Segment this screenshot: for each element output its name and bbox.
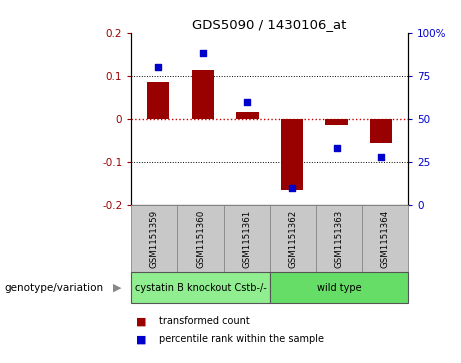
Text: cystatin B knockout Cstb-/-: cystatin B knockout Cstb-/-: [135, 283, 266, 293]
Point: [244, 99, 251, 105]
Point: [378, 154, 385, 160]
Text: ■: ■: [136, 316, 147, 326]
Point: [288, 185, 296, 191]
Text: ■: ■: [136, 334, 147, 344]
Bar: [192, 70, 214, 119]
Bar: [147, 82, 169, 119]
Bar: [370, 119, 392, 143]
Text: genotype/variation: genotype/variation: [5, 283, 104, 293]
Bar: [236, 113, 259, 119]
Text: GSM1151364: GSM1151364: [380, 209, 390, 268]
Point: [199, 50, 207, 56]
Text: percentile rank within the sample: percentile rank within the sample: [159, 334, 324, 344]
Title: GDS5090 / 1430106_at: GDS5090 / 1430106_at: [193, 19, 347, 32]
Text: GSM1151362: GSM1151362: [288, 209, 297, 268]
Bar: [281, 119, 303, 190]
Point: [154, 64, 162, 70]
Text: ▶: ▶: [113, 283, 121, 293]
Text: GSM1151361: GSM1151361: [242, 209, 251, 268]
Point: [333, 145, 340, 151]
Bar: [325, 119, 348, 125]
Text: wild type: wild type: [317, 283, 361, 293]
Text: GSM1151359: GSM1151359: [150, 209, 159, 268]
Text: GSM1151363: GSM1151363: [334, 209, 343, 268]
Text: transformed count: transformed count: [159, 316, 250, 326]
Text: GSM1151360: GSM1151360: [196, 209, 205, 268]
